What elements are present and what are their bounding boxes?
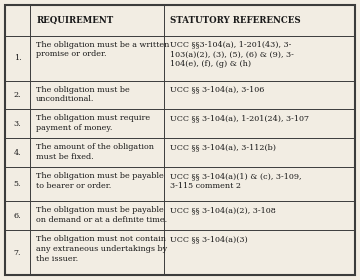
Text: UCC §§ 3-104(a)(2), 3-108: UCC §§ 3-104(a)(2), 3-108	[170, 206, 276, 214]
Text: UCC §§ 3-104(a), 3-112(b): UCC §§ 3-104(a), 3-112(b)	[170, 143, 276, 151]
Text: 7.: 7.	[14, 249, 21, 256]
Text: 3.: 3.	[14, 120, 21, 128]
Text: UCC §§ 3-104(a), 1-201(24), 3-107: UCC §§ 3-104(a), 1-201(24), 3-107	[170, 115, 309, 122]
Text: 5.: 5.	[14, 180, 21, 188]
Text: The obligation must be payable
on demand or at a definite time.: The obligation must be payable on demand…	[36, 206, 167, 224]
Text: 1.: 1.	[14, 54, 21, 62]
Text: UCC §§ 3-104(a)(3): UCC §§ 3-104(a)(3)	[170, 235, 248, 243]
Text: UCC §§ 3-104(a)(1) & (c), 3-109,
3-115 comment 2: UCC §§ 3-104(a)(1) & (c), 3-109, 3-115 c…	[170, 172, 302, 190]
Text: The amount of the obligation
must be fixed.: The amount of the obligation must be fix…	[36, 143, 154, 161]
Text: The obligation must be a written
promise or order.: The obligation must be a written promise…	[36, 41, 170, 59]
Text: The obligation must be
unconditional.: The obligation must be unconditional.	[36, 86, 130, 103]
Text: The obligation must be payable
to bearer or order.: The obligation must be payable to bearer…	[36, 172, 164, 190]
Text: REQUIREMENT: REQUIREMENT	[36, 16, 113, 25]
Text: UCC §§ 3-104(a), 3-106: UCC §§ 3-104(a), 3-106	[170, 86, 265, 94]
Text: 2.: 2.	[14, 91, 21, 99]
Text: UCC §§3-104(a), 1-201(43), 3-
103(a)(2), (3), (5), (6) & (9), 3-
104(e), (f), (g: UCC §§3-104(a), 1-201(43), 3- 103(a)(2),…	[170, 41, 294, 68]
Text: STATUTORY REFERENCES: STATUTORY REFERENCES	[170, 16, 301, 25]
Text: The obligation must require
payment of money.: The obligation must require payment of m…	[36, 115, 150, 132]
Text: 6.: 6.	[14, 212, 21, 220]
Text: 4.: 4.	[14, 149, 21, 157]
Text: The obligation must not contain
any extraneous undertakings by
the issuer.: The obligation must not contain any extr…	[36, 235, 167, 263]
